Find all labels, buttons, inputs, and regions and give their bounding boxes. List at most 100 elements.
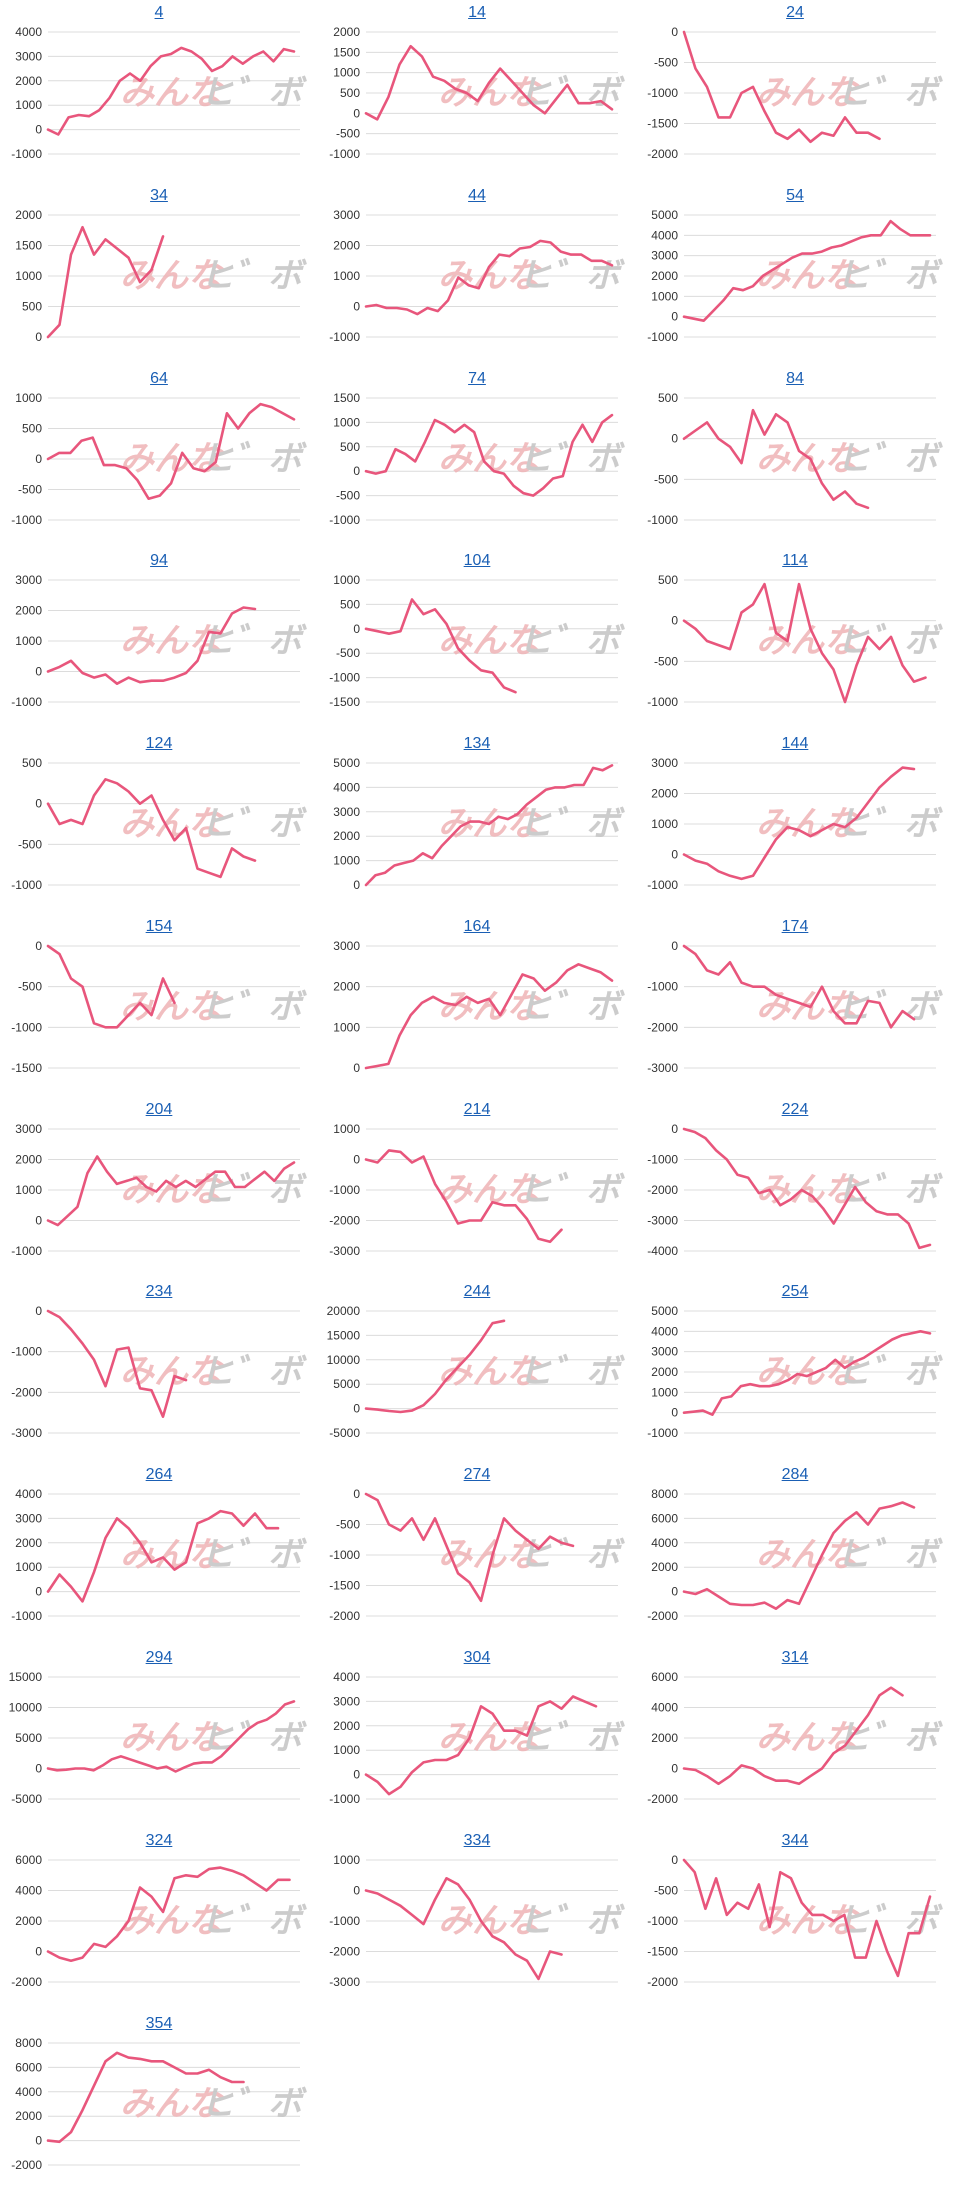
chart-title-link[interactable]: 354 (145, 2015, 173, 2032)
chart-title-link[interactable]: 14 (468, 4, 486, 21)
y-tick-label: -1000 (329, 330, 360, 344)
y-tick-label: -500 (336, 489, 360, 503)
chart-panel: 224 -4000 -3000 -2000 -1000 0 みんな ヒ゛ボ (636, 1097, 954, 1277)
chart-title-link[interactable]: 254 (781, 1283, 809, 1300)
chart-title-link[interactable]: 134 (463, 735, 491, 752)
watermark-text: みんな (756, 74, 861, 112)
y-tick-label: 4000 (15, 1884, 42, 1898)
chart-title-link[interactable]: 164 (463, 918, 491, 935)
chart-title-link[interactable]: 324 (145, 1832, 173, 1849)
y-tick-label: 0 (35, 1945, 42, 1959)
chart-panel: 284 -2000 0 2000 4000 6000 8000 みんな ヒ゛ボ (636, 1462, 954, 1642)
chart-title-link[interactable]: 224 (781, 1101, 809, 1118)
y-tick-label: 1000 (15, 269, 42, 283)
watermark-text: ヒ゛ボ (518, 988, 625, 1026)
chart-title-link[interactable]: 174 (781, 918, 809, 935)
y-tick-label: -1000 (647, 1153, 678, 1167)
y-tick-label: -500 (18, 837, 42, 851)
chart-panel: 94 -1000 0 1000 2000 3000 みんな ヒ゛ボ (0, 548, 318, 728)
chart-panel: 124 -1000 -500 0 500 みんな ヒ゛ボ (0, 731, 318, 911)
y-tick-label: 500 (658, 573, 678, 587)
chart-title-link[interactable]: 24 (786, 4, 804, 21)
watermark-text: ヒ゛ボ (200, 74, 307, 112)
chart-panel: 214 -3000 -2000 -1000 0 1000 みんな ヒ゛ボ (318, 1097, 636, 1277)
y-tick-label: 1000 (15, 98, 42, 112)
chart-title-link[interactable]: 54 (786, 187, 804, 204)
chart-title-link[interactable]: 4 (154, 4, 164, 21)
chart-title-link[interactable]: 344 (781, 1832, 809, 1849)
chart-title-link[interactable]: 334 (463, 1832, 491, 1849)
chart-title-link[interactable]: 94 (150, 552, 168, 569)
y-tick-label: 8000 (651, 1487, 678, 1501)
chart-title-link[interactable]: 314 (781, 1649, 809, 1666)
y-tick-label: 4000 (651, 1324, 678, 1338)
chart-title-link[interactable]: 244 (463, 1283, 491, 1300)
chart-title-link[interactable]: 64 (150, 370, 168, 387)
y-tick-label: -500 (654, 1884, 678, 1898)
series-line (46, 606, 257, 685)
chart-panel: 274 -2000 -1500 -1000 -500 0 みんな ヒ゛ボ (318, 1462, 636, 1642)
watermark-text: ヒ゛ボ (836, 440, 943, 478)
y-tick-label: -1000 (11, 695, 42, 709)
chart-title-link[interactable]: 124 (145, 735, 173, 752)
y-tick-label: 1000 (333, 1743, 360, 1757)
y-tick-label: 0 (353, 300, 360, 314)
y-tick-label: 500 (22, 422, 42, 436)
y-tick-label: -500 (336, 1518, 360, 1532)
chart-title-link[interactable]: 234 (145, 1283, 173, 1300)
chart-title-link[interactable]: 214 (463, 1101, 491, 1118)
chart-title-link[interactable]: 264 (145, 1466, 173, 1483)
chart-title-link[interactable]: 204 (145, 1101, 173, 1118)
chart-title-link[interactable]: 284 (781, 1466, 809, 1483)
chart-title-link[interactable]: 144 (781, 735, 809, 752)
y-tick-label: 1000 (333, 1122, 360, 1136)
chart-title-link[interactable]: 274 (463, 1466, 491, 1483)
watermark-text: みんな (438, 988, 543, 1026)
watermark-text: みんな (756, 1171, 861, 1209)
series-line (46, 2051, 245, 2144)
chart-panel: 204 -1000 0 1000 2000 3000 みんな ヒ゛ボ (0, 1097, 318, 1277)
chart-title-link[interactable]: 84 (786, 370, 804, 387)
chart-title-link[interactable]: 114 (782, 552, 808, 569)
series-line (682, 219, 932, 322)
y-tick-label: -3000 (329, 1975, 360, 1989)
watermark-text: ヒ゛ボ (200, 988, 307, 1026)
chart-title-link[interactable]: 34 (150, 187, 168, 204)
watermark-text: ヒ゛ボ (200, 440, 307, 478)
y-tick-label: 0 (671, 939, 678, 953)
y-tick-label: 3000 (651, 756, 678, 770)
y-tick-label: -2000 (647, 1609, 678, 1623)
y-tick-label: -1000 (647, 86, 678, 100)
chart-title-link[interactable]: 294 (145, 1649, 173, 1666)
y-tick-label: -1000 (329, 1548, 360, 1562)
watermark-text: ヒ゛ボ (836, 257, 943, 295)
y-tick-label: -1000 (11, 513, 42, 527)
chart-panel: 154 -1500 -1000 -500 0 みんな ヒ゛ボ (0, 914, 318, 1094)
watermark-text: ヒ゛ボ (518, 1171, 625, 1209)
chart-title-link[interactable]: 104 (463, 552, 491, 569)
y-tick-label: 500 (340, 86, 360, 100)
y-tick-label: 1500 (333, 391, 360, 405)
chart-title-link[interactable]: 304 (463, 1649, 491, 1666)
y-tick-label: -1000 (329, 147, 360, 161)
chart-title-link[interactable]: 74 (468, 370, 486, 387)
watermark-text: みんな (120, 622, 225, 660)
y-tick-label: 0 (353, 1884, 360, 1898)
chart-title-link[interactable]: 154 (145, 918, 173, 935)
series-line (364, 1492, 575, 1603)
y-tick-label: 8000 (15, 2036, 42, 2050)
y-tick-label: 20000 (327, 1304, 361, 1318)
watermark-text: ヒ゛ボ (836, 805, 943, 843)
chart-title-link[interactable]: 44 (468, 187, 486, 204)
y-tick-label: 2000 (333, 829, 360, 843)
y-tick-label: 2000 (333, 25, 360, 39)
